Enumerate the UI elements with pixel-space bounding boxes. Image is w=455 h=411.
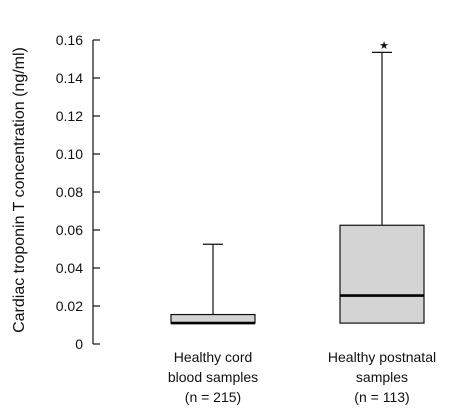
y-tick-label: 0 (75, 336, 83, 352)
y-tick-label: 0.08 (56, 184, 83, 200)
y-tick-label: 0.04 (56, 260, 83, 276)
y-tick-label: 0.16 (56, 32, 83, 48)
y-tick-label: 0.02 (56, 298, 83, 314)
outlier-star: ★ (379, 40, 389, 52)
y-axis-title: Cardiac troponin T concentration (ng/ml) (11, 47, 28, 333)
category-label-line: Healthy cord (174, 349, 253, 365)
category-label-line: (n = 113) (354, 389, 409, 405)
y-axis: 0 0.02 0.04 0.06 0.08 0.10 0.12 0.14 0.16 (56, 32, 100, 352)
y-tick-label: 0.10 (56, 146, 83, 162)
y-tick-label: 0.14 (56, 70, 83, 86)
category-label-line: (n = 215) (185, 389, 241, 405)
box-iqr (339, 224, 425, 324)
box-group: ★ (339, 40, 425, 324)
category-label-line: samples (356, 369, 408, 385)
box-group (170, 243, 256, 325)
box-series: ★ (170, 40, 425, 325)
category-label-line: blood samples (168, 369, 258, 385)
x-axis-labels: Healthy cord blood samples (n = 215) Health… (168, 349, 436, 405)
category-label-line: Healthy postnatal (328, 349, 436, 365)
y-tick-label: 0.12 (56, 108, 83, 124)
y-tick-label: 0.06 (56, 222, 83, 238)
